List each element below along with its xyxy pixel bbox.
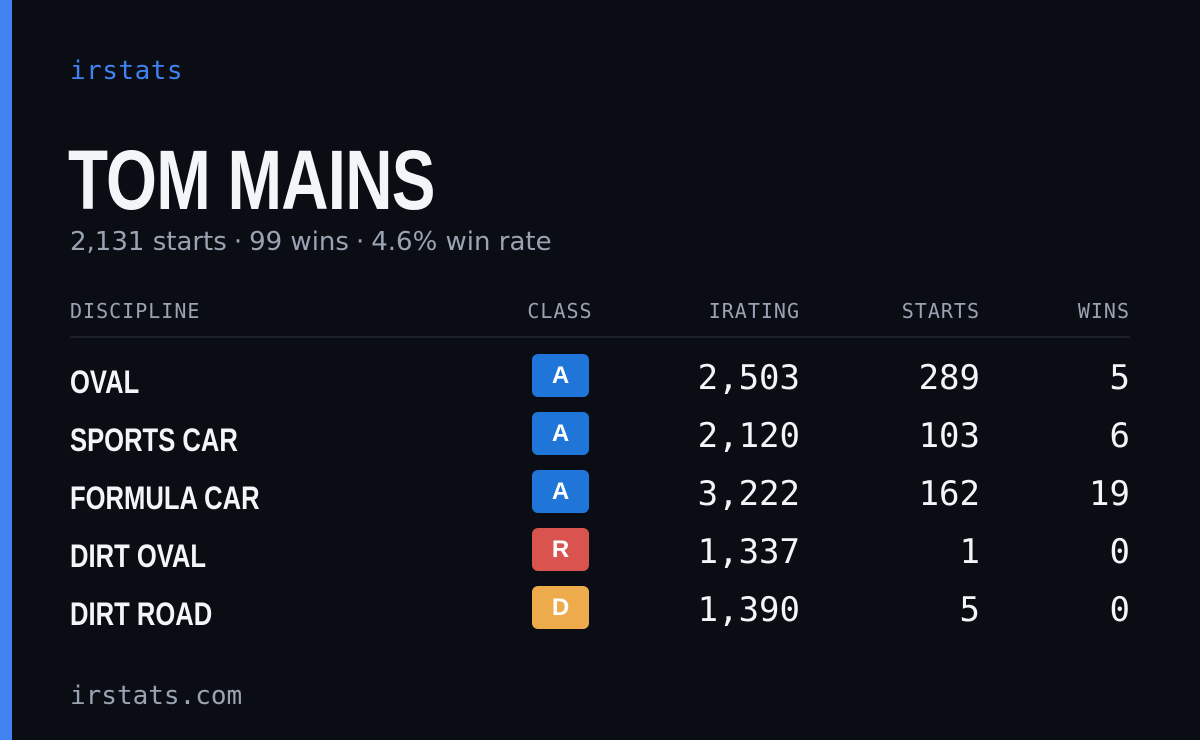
career-summary: 2,131 starts · 99 wins · 4.6% win rate [70,227,552,257]
discipline-name: FORMULA CAR [70,480,260,516]
wins-value: 0 [1109,590,1130,630]
summary-separator: · [355,227,365,257]
summary-separator: · [233,227,243,257]
player-name: TOM MAINS [68,133,435,227]
class-badge: A [532,354,589,397]
header-irating: IRATING [708,299,800,323]
starts-value: 289 [918,358,980,398]
discipline-name: SPORTS CAR [70,422,238,458]
header-starts: STARTS [901,299,980,323]
footer-url: irstats.com [70,681,243,711]
starts-value: 103 [918,416,980,456]
summary-wins: 99 wins [249,227,349,257]
irating-value: 2,503 [697,358,800,398]
accent-bar [0,0,12,740]
class-badge: A [532,412,589,455]
discipline-name: OVAL [70,364,140,400]
wins-value: 5 [1109,358,1130,398]
starts-value: 1 [959,532,980,572]
starts-value: 5 [959,590,980,630]
irating-value: 1,390 [697,590,800,630]
discipline-name: DIRT OVAL [70,538,207,574]
wins-value: 6 [1109,416,1130,456]
table-header-row: DISCIPLINE CLASS IRATING STARTS WINS [70,296,1130,338]
class-badge: D [532,586,589,629]
summary-starts: 2,131 starts [70,227,227,257]
summary-win-rate: 4.6% win rate [371,227,552,257]
table-row: SPORTS CAR A 2,120 103 6 [70,412,1130,470]
irating-value: 2,120 [697,416,800,456]
table-row: FORMULA CAR A 3,222 162 19 [70,470,1130,528]
header-discipline: DISCIPLINE [70,299,201,323]
header-class: CLASS [527,299,593,323]
header-wins: WINS [1077,299,1130,323]
table-body: OVAL A 2,503 289 5 SPORTS CAR A 2,120 10… [70,338,1130,644]
discipline-stats-table: DISCIPLINE CLASS IRATING STARTS WINS OVA… [70,296,1130,644]
class-badge: R [532,528,589,571]
irating-value: 1,337 [697,532,800,572]
starts-value: 162 [918,474,980,514]
table-row: OVAL A 2,503 289 5 [70,354,1130,412]
table-row: DIRT ROAD D 1,390 5 0 [70,586,1130,644]
irating-value: 3,222 [697,474,800,514]
wins-value: 0 [1109,532,1130,572]
brand-logo: irstats [70,56,184,86]
discipline-name: DIRT ROAD [70,596,213,632]
wins-value: 19 [1089,474,1130,514]
class-badge: A [532,470,589,513]
table-row: DIRT OVAL R 1,337 1 0 [70,528,1130,586]
